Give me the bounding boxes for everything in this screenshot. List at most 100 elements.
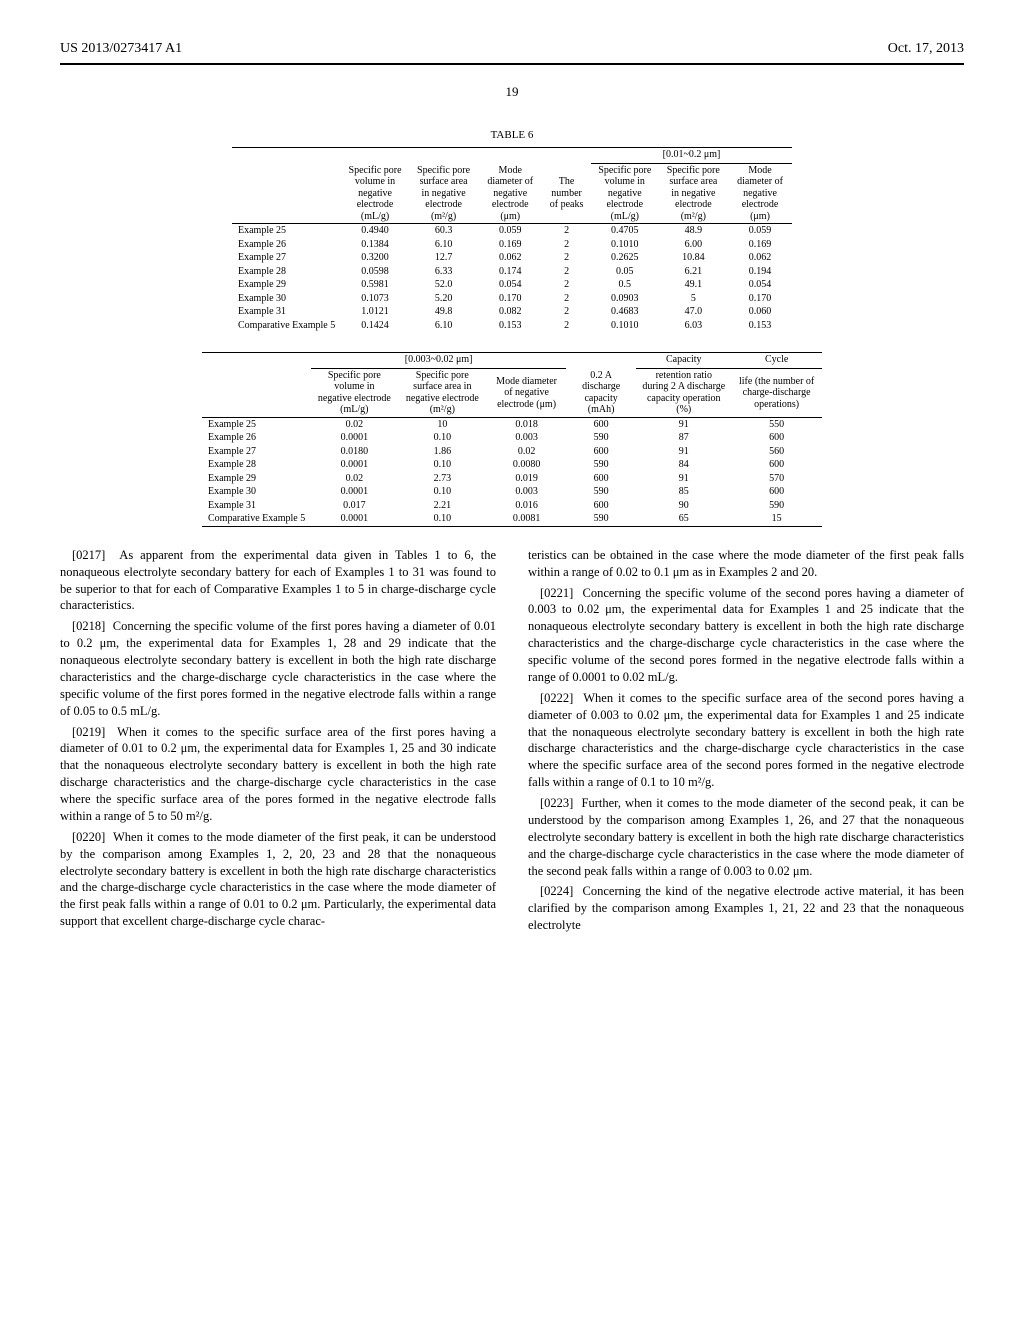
cell: 0.1010: [591, 319, 659, 333]
cell: 590: [566, 485, 636, 499]
para-num: [0221]: [540, 586, 573, 600]
para-text: When it comes to the specific surface ar…: [60, 725, 496, 823]
row-label: Example 31: [232, 305, 341, 319]
cell: 0.0001: [311, 458, 397, 472]
col-head: life (the number of charge-discharge ope…: [731, 368, 822, 417]
cell: 600: [731, 431, 822, 445]
table-6-title: TABLE 6: [60, 128, 964, 143]
cell: 0.05: [591, 265, 659, 279]
cell: 52.0: [409, 278, 478, 292]
para-text: Concerning the specific volume of the fi…: [60, 619, 496, 717]
pub-number: US 2013/0273417 A1: [60, 40, 182, 59]
cell: 5: [659, 292, 728, 306]
body-columns: [0217] As apparent from the experimental…: [60, 547, 964, 938]
cell: 2: [542, 292, 591, 306]
cell: 0.054: [478, 278, 542, 292]
cell: 2: [542, 305, 591, 319]
row-label: Example 31: [202, 499, 311, 513]
cell: 49.1: [659, 278, 728, 292]
para-text: Further, when it comes to the mode diame…: [528, 796, 964, 878]
cell: 0.2625: [591, 251, 659, 265]
table-6b: [0.003~0.02 μm] Capacity Cycle Specific …: [202, 352, 822, 527]
row-label: Example 28: [232, 265, 341, 279]
cell: 0.0081: [487, 512, 566, 526]
cell: 0.019: [487, 472, 566, 486]
cell: 48.9: [659, 224, 728, 238]
col-head: Specific pore volume in negative electro…: [591, 163, 659, 224]
row-label: Comparative Example 5: [202, 512, 311, 526]
cell: 0.174: [478, 265, 542, 279]
cell: 0.3200: [341, 251, 409, 265]
col-head: Specific pore surface area in negative e…: [659, 163, 728, 224]
row-label: Example 28: [202, 458, 311, 472]
cell: 0.0598: [341, 265, 409, 279]
cell: 6.33: [409, 265, 478, 279]
cell: 2: [542, 265, 591, 279]
cell: 0.5981: [341, 278, 409, 292]
para-0222: [0222] When it comes to the specific sur…: [528, 690, 964, 791]
row-label: Example 27: [202, 445, 311, 459]
cell: 0.062: [728, 251, 792, 265]
col-head: Specific pore surface area in negative e…: [397, 368, 487, 417]
para-text: As apparent from the experimental data g…: [60, 548, 496, 613]
cell: 600: [566, 445, 636, 459]
col-head: Mode diameter of negative electrode (μm): [478, 163, 542, 224]
cell: 600: [566, 472, 636, 486]
cell: 0.10: [397, 458, 487, 472]
col-head: Specific pore surface area in negative e…: [409, 163, 478, 224]
cell: 0.02: [311, 417, 397, 431]
table-6a-spanhead: [0.01~0.2 μm]: [591, 148, 792, 164]
para-num: [0223]: [540, 796, 573, 810]
cell: 600: [731, 485, 822, 499]
cell: 0.1384: [341, 238, 409, 252]
para-text: Concerning the kind of the negative elec…: [528, 884, 964, 932]
cell: 0.02: [487, 445, 566, 459]
cell: 0.4683: [591, 305, 659, 319]
cell: 0.169: [728, 238, 792, 252]
cell: 0.062: [478, 251, 542, 265]
cell: 85: [636, 485, 731, 499]
cell: 47.0: [659, 305, 728, 319]
cell: 87: [636, 431, 731, 445]
cell: 60.3: [409, 224, 478, 238]
cell: 0.1424: [341, 319, 409, 333]
row-label: Example 26: [202, 431, 311, 445]
cell: 600: [566, 417, 636, 431]
cell: 12.7: [409, 251, 478, 265]
para-text: teristics can be obtained in the case wh…: [528, 548, 964, 579]
cell: 0.170: [728, 292, 792, 306]
para-0221: [0221] Concerning the specific volume of…: [528, 585, 964, 686]
cell: 0.153: [728, 319, 792, 333]
cell: 590: [731, 499, 822, 513]
cell: 0.5: [591, 278, 659, 292]
cell: 1.0121: [341, 305, 409, 319]
cell: 0.060: [728, 305, 792, 319]
row-label: Example 29: [202, 472, 311, 486]
col-head: Specific pore volume in negative electro…: [341, 163, 409, 224]
cell: 0.153: [478, 319, 542, 333]
row-label: Example 27: [232, 251, 341, 265]
cell: 0.017: [311, 499, 397, 513]
para-num: [0222]: [540, 691, 573, 705]
cell: 6.00: [659, 238, 728, 252]
para-num: [0224]: [540, 884, 573, 898]
para-0220-cont: teristics can be obtained in the case wh…: [528, 547, 964, 581]
col-head: 0.2 A discharge capacity (mAh): [566, 368, 636, 417]
para-num: [0217]: [72, 548, 105, 562]
cell: 0.054: [728, 278, 792, 292]
table-6a: [0.01~0.2 μm] Specific pore volume in ne…: [232, 147, 792, 332]
cell: 0.4705: [591, 224, 659, 238]
cell: 0.1073: [341, 292, 409, 306]
para-text: When it comes to the mode diameter of th…: [60, 830, 496, 928]
para-0219: [0219] When it comes to the specific sur…: [60, 724, 496, 825]
row-label: Example 30: [202, 485, 311, 499]
cell: 0.10: [397, 431, 487, 445]
cell: 6.03: [659, 319, 728, 333]
cell: 10: [397, 417, 487, 431]
cell: 5.20: [409, 292, 478, 306]
cell: 0.059: [728, 224, 792, 238]
row-label: Example 25: [202, 417, 311, 431]
row-label: Example 29: [232, 278, 341, 292]
cell: 2: [542, 224, 591, 238]
cell: 590: [566, 512, 636, 526]
